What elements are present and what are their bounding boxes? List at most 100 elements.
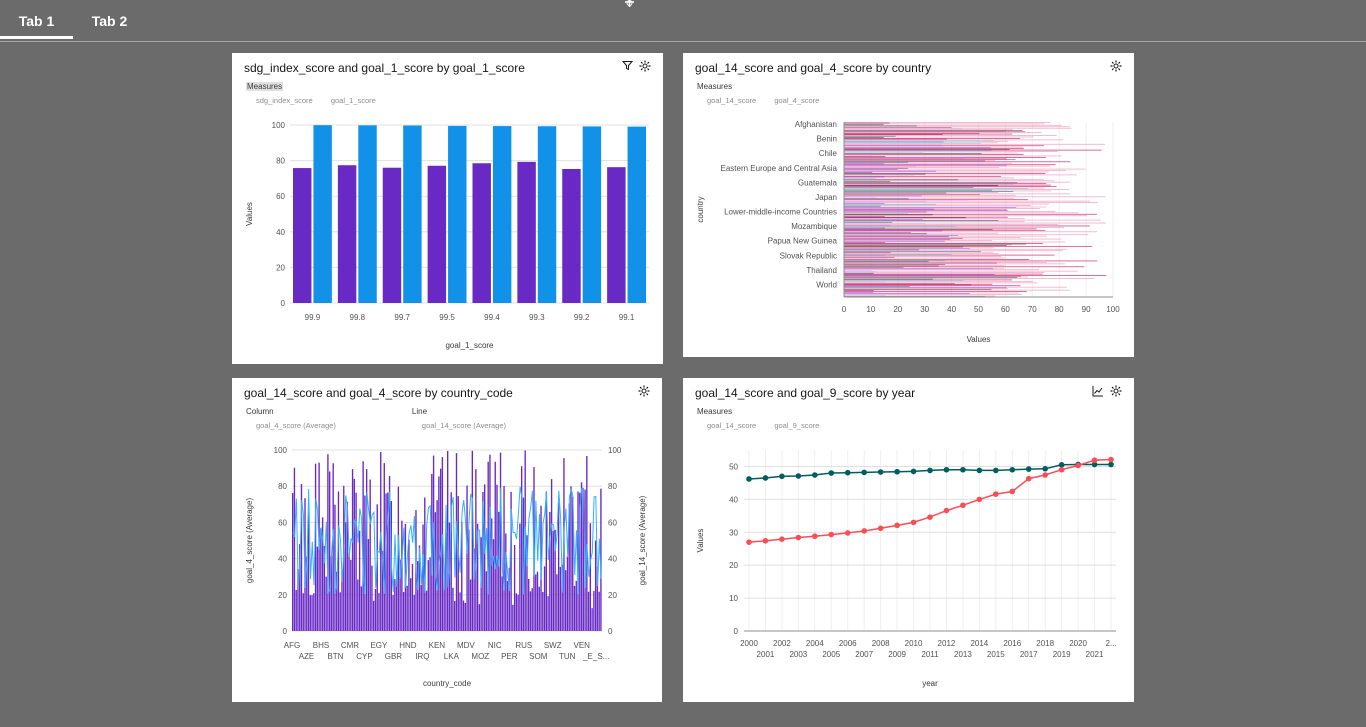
bar-goal-4-score: [844, 202, 1098, 204]
y-tick-label: 0: [283, 627, 288, 636]
column-goal-4-score: [475, 469, 477, 631]
bar-goal-14-score: [844, 232, 911, 233]
bar-goal-4-score: [844, 248, 1067, 250]
point-goal_9_score-2002: [779, 536, 785, 542]
column-goal-4-score: [341, 571, 343, 631]
column-goal-4-score: [505, 533, 507, 631]
point-goal_14_score-2022: [1108, 461, 1114, 468]
bar-goal-14-score: [844, 183, 1014, 185]
column-goal-4-score: [295, 590, 297, 631]
point-goal_14_score-2008: [877, 469, 884, 475]
bar-goal-14-score: [844, 198, 909, 200]
bar-goal-14-score: [844, 283, 955, 284]
x-tick-label: 10: [866, 305, 875, 314]
widget-card-4[interactable]: goal_14_score and goal_9_score by year M…: [683, 378, 1134, 702]
bar-goal-14-score: [844, 240, 945, 242]
column-goal-4-score: [462, 600, 465, 631]
legend-item-goal-1-score[interactable]: goal_1_score: [330, 96, 376, 105]
card-title: goal_14_score and goal_9_score by year: [695, 386, 916, 400]
column-goal-4-score: [580, 482, 583, 631]
bar-goal-14-score: [844, 262, 998, 264]
bar-goal-4-score: [844, 190, 1052, 192]
filter-icon[interactable]: [622, 60, 633, 71]
bar-goal-4-score: [844, 219, 1101, 221]
bar-goal-4-score: [844, 262, 1047, 263]
bar-goal-14-score: [844, 137, 884, 138]
y-tick-label: Chile: [819, 149, 838, 158]
legend-item-goal-4-score[interactable]: goal_4_score: [774, 96, 820, 105]
y-tick-label: 0: [281, 299, 286, 308]
bar-goal-14-score: [844, 258, 888, 259]
legend-item-sdg-index-score[interactable]: sdg_index_score: [256, 96, 313, 105]
settings-icon[interactable]: [1110, 385, 1122, 397]
bar-sdg_index_score-99.3: [517, 161, 536, 303]
column-goal-4-score: [447, 450, 449, 631]
bar-goal-4-score: [844, 145, 1044, 147]
line-chart-icon[interactable]: [1092, 385, 1104, 397]
column-goal-4-score: [427, 560, 429, 631]
bar-goal-4-score: [844, 159, 995, 161]
column-goal-4-score: [557, 502, 560, 631]
column-goal-4-score: [487, 461, 489, 631]
tab-1[interactable]: Tab 1: [0, 0, 73, 39]
card-title: sdg_index_score and goal_1_score by goal…: [244, 61, 525, 75]
point-goal_14_score-2012: [943, 466, 950, 473]
point-goal_9_score-2021: [1091, 457, 1098, 464]
column-goal-4-score: [461, 521, 463, 631]
bar-goal-4-score: [844, 175, 1002, 177]
bar-goal-14-score: [844, 160, 986, 162]
bar-goal-14-score: [844, 176, 885, 178]
column-goal-4-score: [337, 491, 340, 631]
column-goal-4-score: [432, 455, 435, 631]
bar-goal-14-score: [844, 154, 873, 156]
column-goal-4-score: [307, 512, 310, 631]
bar-goal_1_score-99.7: [403, 125, 422, 303]
column-goal-4-score: [450, 492, 452, 631]
legend-item-goal-4-score-average[interactable]: goal_4_score (Average): [256, 421, 336, 430]
column-goal-4-score: [299, 544, 301, 631]
widget-card-2[interactable]: goal_14_score and goal_4_score by countr…: [683, 53, 1134, 357]
column-goal-4-score: [512, 604, 514, 631]
bar-goal-4-score: [844, 178, 1044, 180]
bar-goal-14-score: [844, 175, 915, 176]
x-tick-label: CMR: [341, 641, 359, 650]
legend-item-goal-14-score[interactable]: goal_14_score: [707, 421, 757, 430]
settings-icon[interactable]: [1110, 60, 1122, 72]
chart-legend: Column goal_4_score (Average) Line goal_…: [246, 407, 522, 430]
bar-goal-4-score: [844, 282, 1037, 284]
column-goal-4-score: [469, 579, 472, 631]
bar-goal-4-score: [844, 194, 1016, 196]
bar-goal-4-score: [844, 209, 1008, 211]
settings-icon[interactable]: [639, 60, 651, 72]
bar-goal-14-score: [844, 214, 933, 216]
bar-goal-14-score: [844, 157, 966, 159]
widget-card-3[interactable]: goal_14_score and goal_4_score by countr…: [232, 378, 662, 702]
bar-goal-4-score: [844, 225, 1090, 227]
tab-2[interactable]: Tab 2: [91, 13, 128, 29]
column-goal-4-score: [402, 592, 405, 631]
chart-legend: Measures sdg_index_score goal_1_score: [246, 82, 392, 105]
column-goal-4-score: [394, 579, 396, 631]
legend-item-goal-9-score[interactable]: goal_9_score: [774, 421, 820, 430]
column-goal-4-score: [385, 493, 387, 631]
column-goal-4-score: [566, 556, 569, 631]
y-tick-label: 80: [278, 482, 287, 491]
column-goal-4-score: [418, 545, 421, 631]
y-right-tick-label: 100: [608, 446, 622, 455]
x-tick-label: SOM: [529, 652, 548, 661]
x-axis-title: goal_1_score: [445, 341, 494, 350]
settings-icon[interactable]: [638, 385, 650, 397]
bar-goal-14-score: [844, 268, 994, 270]
legend-item-goal-14-score-average[interactable]: goal_14_score (Average): [421, 421, 507, 430]
x-tick-label: CYP: [356, 652, 372, 661]
bar-goal-4-score: [844, 197, 1014, 199]
bar-goal-14-score: [844, 236, 949, 238]
legend-item-goal-14-score[interactable]: goal_14_score: [707, 96, 757, 105]
column-goal-4-score: [320, 528, 322, 631]
bar-goal-4-score: [844, 171, 1049, 173]
widget-card-1[interactable]: sdg_index_score and goal_1_score by goal…: [232, 53, 663, 364]
bar-goal-14-score: [844, 147, 991, 149]
column-goal-4-score: [373, 600, 375, 631]
bar-goal-14-score: [844, 204, 936, 205]
column-goal-4-score: [380, 451, 382, 631]
